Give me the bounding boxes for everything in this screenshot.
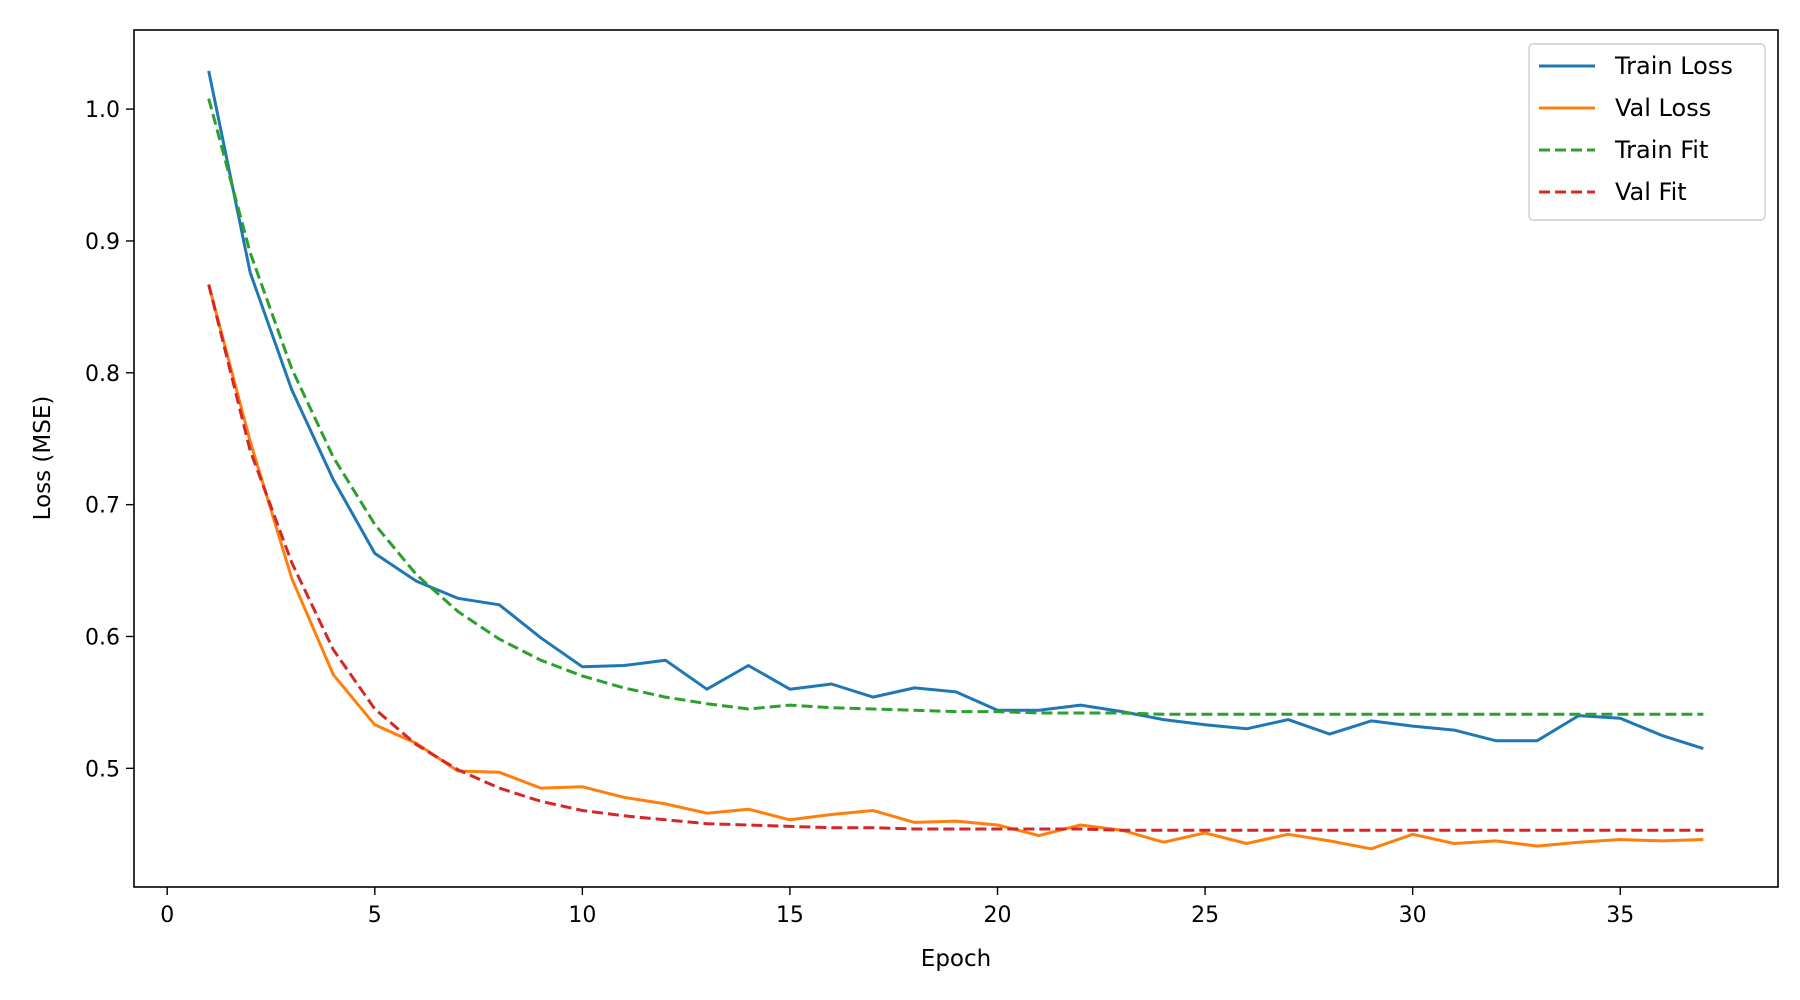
y-tick-label: 0.9 [85,230,120,255]
x-tick-label: 10 [568,903,596,928]
legend: Train Loss Val Loss Train Fit Val Fit [1528,43,1766,221]
y-tick-label: 0.8 [85,362,120,387]
train-fit-line [207,98,1704,716]
x-axis-label: Epoch [921,946,991,972]
x-tick-label: 0 [160,903,174,928]
x-tick-label: 5 [368,903,382,928]
plot-frame [133,29,1779,888]
train-loss-line [207,70,1704,751]
x-tick-label: 30 [1399,903,1427,928]
x-tick-label: 35 [1606,903,1634,928]
x-tick-label: 25 [1191,903,1219,928]
val-fit-line [207,284,1704,832]
y-axis-label: Loss (MSE) [30,396,56,521]
y-tick-label: 1.0 [85,98,120,123]
legend-entry-label: Val Loss [1615,94,1711,122]
legend-entry-label: Train Fit [1614,136,1708,164]
y-tick-label: 0.5 [85,757,120,782]
y-tick-label: 0.6 [85,625,120,650]
series-layer [207,70,1704,851]
x-tick-label: 20 [984,903,1012,928]
y-axis: 0.5 0.6 0.7 0.8 0.9 1.0 [85,98,134,782]
legend-entry-label: Train Loss [1614,52,1733,80]
legend-entry-label: Val Fit [1615,178,1687,206]
x-axis: 0 5 10 15 20 25 30 35 [160,887,1634,928]
y-tick-label: 0.7 [85,494,120,519]
x-tick-label: 15 [776,903,804,928]
legend-box [1528,43,1766,221]
